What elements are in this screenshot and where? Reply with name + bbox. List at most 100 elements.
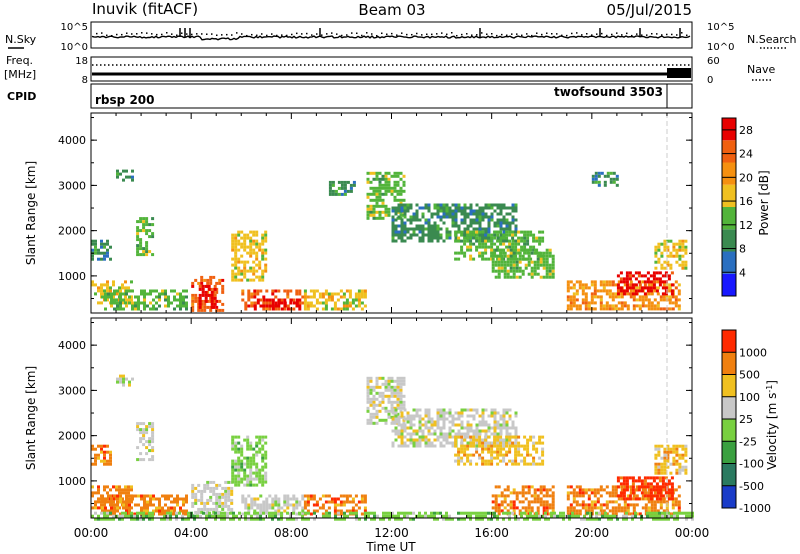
data-cell <box>493 456 497 460</box>
data-cell <box>660 263 664 267</box>
data-cell <box>433 429 437 433</box>
data-cell <box>448 411 452 415</box>
data-cell <box>397 236 401 240</box>
data-cell <box>463 447 467 451</box>
data-cell <box>164 292 167 296</box>
data-cell <box>237 456 241 460</box>
data-cell <box>241 512 245 516</box>
data-cell <box>106 239 109 243</box>
data-cell <box>209 275 213 279</box>
data-cell <box>649 488 653 492</box>
data-cell <box>164 512 167 516</box>
data-cell <box>271 514 274 518</box>
data-cell <box>578 503 582 507</box>
data-cell <box>490 456 494 460</box>
nsky-panel-frame <box>90 21 693 49</box>
data-cell <box>658 283 662 287</box>
data-cell <box>521 248 525 252</box>
data-cell <box>445 209 449 213</box>
data-cell <box>134 503 137 507</box>
data-cell <box>309 295 313 299</box>
data-cell <box>151 511 154 515</box>
data-cell <box>590 292 594 296</box>
data-cell <box>457 456 461 460</box>
data-cell <box>390 400 394 404</box>
data-cell <box>258 480 262 484</box>
data-cell <box>663 471 667 475</box>
data-cell <box>658 511 661 515</box>
data-cell <box>363 500 367 504</box>
data-cell <box>478 432 482 436</box>
data-cell <box>246 236 250 240</box>
data-cell <box>136 253 140 257</box>
data-cell <box>318 497 322 501</box>
data-cell <box>118 286 121 290</box>
data-cell <box>538 462 542 466</box>
data-cell <box>324 509 328 513</box>
data-cell <box>418 227 422 231</box>
data-cell <box>318 292 322 296</box>
data-cell <box>418 218 422 222</box>
data-cell <box>656 304 660 308</box>
data-cell <box>243 462 247 466</box>
data-cell <box>596 488 600 492</box>
data-cell <box>286 506 290 510</box>
data-cell <box>252 453 256 457</box>
data-cell <box>224 501 228 505</box>
data-cell <box>337 180 341 184</box>
data-cell <box>250 295 254 299</box>
data-cell <box>578 512 582 516</box>
data-cell <box>617 509 621 513</box>
data-cell <box>494 509 498 513</box>
data-cell <box>625 517 628 521</box>
data-cell <box>292 517 295 521</box>
data-cell <box>119 497 122 501</box>
nsearch-dot <box>131 33 133 35</box>
data-cell <box>390 391 394 395</box>
data-cell <box>255 269 259 273</box>
data-cell <box>517 450 521 454</box>
data-cell <box>360 301 364 305</box>
data-cell <box>255 230 259 234</box>
data-cell <box>161 292 164 296</box>
colorbar-segment <box>722 441 736 464</box>
data-cell <box>691 517 694 521</box>
data-cell <box>295 500 299 504</box>
data-cell <box>230 486 234 490</box>
data-cell <box>497 512 501 516</box>
data-cell <box>593 503 597 507</box>
data-cell <box>439 215 443 219</box>
data-cell <box>385 511 388 515</box>
data-cell <box>609 180 613 184</box>
data-cell <box>265 503 269 507</box>
data-cell <box>149 494 152 498</box>
data-cell <box>227 504 231 508</box>
data-cell <box>203 305 207 309</box>
data-cell <box>312 304 316 308</box>
data-cell <box>215 486 219 490</box>
data-cell <box>538 236 542 240</box>
data-cell <box>418 420 422 424</box>
data-cell <box>223 514 226 518</box>
data-cell <box>615 174 619 178</box>
data-cell <box>406 420 410 424</box>
data-cell <box>107 494 110 498</box>
data-cell <box>409 441 413 445</box>
data-cell <box>666 444 670 448</box>
data-cell <box>133 517 136 521</box>
data-cell <box>258 471 262 475</box>
data-cell <box>684 251 688 255</box>
data-cell <box>631 491 635 495</box>
colorbar-segment <box>722 330 736 353</box>
data-cell <box>415 215 419 219</box>
data-cell <box>526 462 530 466</box>
data-cell <box>469 209 473 213</box>
data-cell <box>258 474 262 478</box>
data-cell <box>397 215 401 219</box>
data-cell <box>409 203 413 207</box>
data-cell <box>331 183 335 187</box>
data-cell <box>436 420 440 424</box>
data-cell <box>469 212 473 216</box>
data-cell <box>587 301 591 305</box>
data-cell <box>306 307 310 311</box>
